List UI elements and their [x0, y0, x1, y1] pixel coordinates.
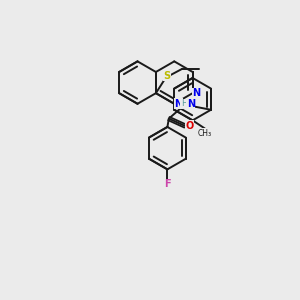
Text: N: N: [174, 99, 182, 109]
Text: F: F: [164, 179, 171, 189]
Text: S: S: [163, 71, 170, 81]
Text: N: N: [192, 88, 200, 98]
Text: CH₃: CH₃: [198, 128, 212, 137]
Text: N: N: [187, 99, 195, 109]
Text: H: H: [181, 99, 187, 108]
Text: O: O: [186, 121, 194, 131]
